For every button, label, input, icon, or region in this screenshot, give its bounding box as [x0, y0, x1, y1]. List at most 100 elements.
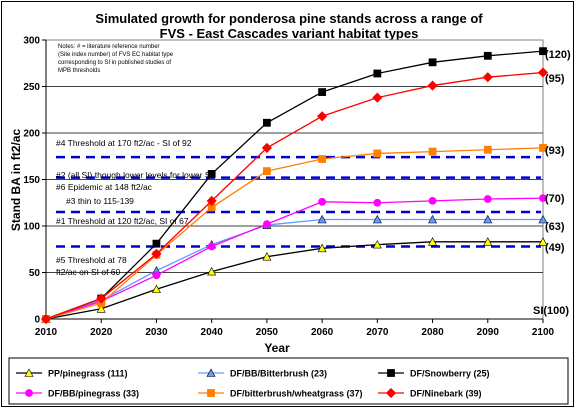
series-0-point-6	[372, 239, 382, 249]
y-tick-label-250: 250	[23, 82, 40, 93]
legend-label-1: DF/BB/Bitterbrush (23)	[230, 369, 327, 379]
series-2-point-8	[483, 51, 492, 60]
legend-label-3: DF/BB/pinegrass (33)	[48, 389, 139, 399]
end-label-wheatgrass: (93)	[545, 145, 565, 157]
end-label-bitterbrush: (63)	[545, 221, 565, 233]
legend-marker-4	[207, 389, 215, 397]
series-0-point-5	[317, 243, 327, 253]
end-label-snowberry: (120)	[545, 49, 571, 61]
threshold-4-label: #4 Threshold at 170 ft2/ac - SI of 92	[56, 138, 192, 148]
series-1-point-6	[372, 214, 382, 224]
notes-line-3: corresponding to SI in published studies…	[58, 60, 171, 66]
series-line-2	[45, 50, 544, 320]
series-0-point-1	[96, 304, 106, 313]
series-5-point-2	[151, 248, 162, 259]
series-5-point-6	[372, 92, 383, 103]
series-0-point-9	[538, 237, 548, 246]
x-tick-label-2050: 2050	[256, 327, 279, 338]
series-2-point-3	[207, 170, 216, 178]
series-3-point-5	[318, 197, 327, 206]
y-tick-label-200: 200	[23, 129, 40, 140]
series-3-point-6	[373, 198, 382, 207]
x-tick-label-2100: 2100	[532, 327, 555, 338]
x-tick-label-2040: 2040	[201, 327, 224, 338]
series-3-point-8	[483, 195, 492, 203]
series-1-point-8	[483, 214, 493, 224]
series-5-point-1	[96, 293, 107, 304]
x-tick-label-2020: 2020	[90, 327, 113, 338]
x-axis-label: Year	[264, 341, 290, 355]
y-axis-ticks: 0 50 100 150 200 250 300	[23, 36, 46, 326]
legend-marker-2	[387, 369, 395, 377]
series-0	[41, 237, 548, 323]
legend-label-4: DF/bitterbrush/wheatgrass (37)	[230, 389, 363, 399]
series-2-point-9	[539, 47, 547, 56]
epidemic-label: #6 Epidemic at 148 ft2/ac	[56, 182, 153, 192]
series-2-point-4	[262, 118, 271, 127]
y-tick-label-300: 300	[23, 36, 40, 47]
end-label-pinegrass: (49)	[545, 242, 565, 254]
series-0-point-8	[483, 237, 493, 246]
series-3-point-7	[428, 196, 437, 205]
chart-title-line2: FVS - East Cascades variant habitat type…	[160, 26, 419, 41]
legend: PP/pinegrass (111) DF/BB/Bitterbrush (23)…	[16, 368, 490, 399]
end-label-pinegrass-bb: (70)	[545, 193, 565, 205]
site-index-label: SI(100)	[533, 305, 569, 317]
notes-line-2: (Site index number) of FVS EC habitat ty…	[58, 52, 174, 58]
threshold-1-label: #1 Threshold at 120 ft2/ac, SI of 67	[56, 216, 189, 226]
series-1-point-7	[428, 214, 438, 224]
threshold-5-label-line2: ft2/ac on SI of 60	[56, 267, 121, 277]
series-4-point-6	[373, 149, 382, 158]
series-4-point-9	[539, 143, 547, 152]
thin-label: #3 thin to 115-139	[66, 196, 134, 206]
series-5-point-9	[537, 67, 549, 78]
x-tick-label-2090: 2090	[477, 327, 500, 338]
notes-line-4: MPB thresholds	[58, 68, 100, 74]
end-label-ninebark: (95)	[545, 73, 565, 85]
series-5-point-8	[482, 72, 493, 83]
chart-title-line1: Simulated growth for ponderosa pine stan…	[95, 11, 483, 26]
x-tick-label-2010: 2010	[35, 327, 58, 338]
series-4-point-7	[428, 147, 437, 156]
series-0-point-4	[262, 252, 272, 261]
x-axis-ticks: 2010 2020 2030 2040 2050 2060 2070 2080 2090 2100	[35, 319, 555, 338]
y-axis-label: Stand BA in ft2/ac	[9, 129, 23, 232]
series-3-point-9	[539, 194, 547, 203]
series-2-point-6	[373, 69, 382, 78]
series-line-1	[45, 218, 543, 320]
series-1-point-5	[317, 214, 327, 224]
series-3-point-2	[152, 271, 161, 280]
legend-marker-0	[24, 368, 34, 377]
legend-label-0: PP/pinegrass (111)	[48, 369, 128, 379]
series-2-point-7	[428, 58, 437, 67]
series-5-point-4	[261, 142, 272, 153]
series-2-point-2	[152, 239, 161, 248]
legend-marker-3	[25, 389, 33, 397]
legend-box	[8, 357, 569, 405]
y-tick-label-50: 50	[29, 268, 41, 279]
x-tick-label-2080: 2080	[421, 327, 444, 338]
x-tick-label-2030: 2030	[145, 327, 168, 338]
notes-line-1: Notes: # = literature reference number	[58, 44, 160, 50]
series-line-0	[45, 241, 543, 320]
series-4-point-4	[262, 167, 271, 176]
y-tick-label-0: 0	[34, 315, 40, 326]
legend-marker-5	[385, 387, 397, 399]
series-0-point-7	[428, 237, 438, 246]
legend-label-2: DF/Snowberry (25)	[410, 369, 490, 379]
x-tick-label-2060: 2060	[311, 327, 334, 338]
y-tick-label-100: 100	[23, 222, 40, 233]
series-2-point-5	[318, 88, 327, 96]
legend-label-5: DF/Ninebark (39)	[410, 389, 482, 399]
series-5-point-0	[40, 313, 52, 325]
series-0-point-2	[151, 284, 161, 294]
series-0-point-3	[207, 266, 217, 276]
series-3-point-3	[207, 242, 216, 251]
legend-marker-1	[206, 368, 216, 377]
threshold-2-label: #2 (all SI) though lower levels for lowe…	[56, 170, 213, 180]
series-5	[40, 67, 549, 325]
threshold-5-label: #5 Threshold at 78	[56, 255, 127, 265]
series-line-4	[45, 147, 544, 320]
